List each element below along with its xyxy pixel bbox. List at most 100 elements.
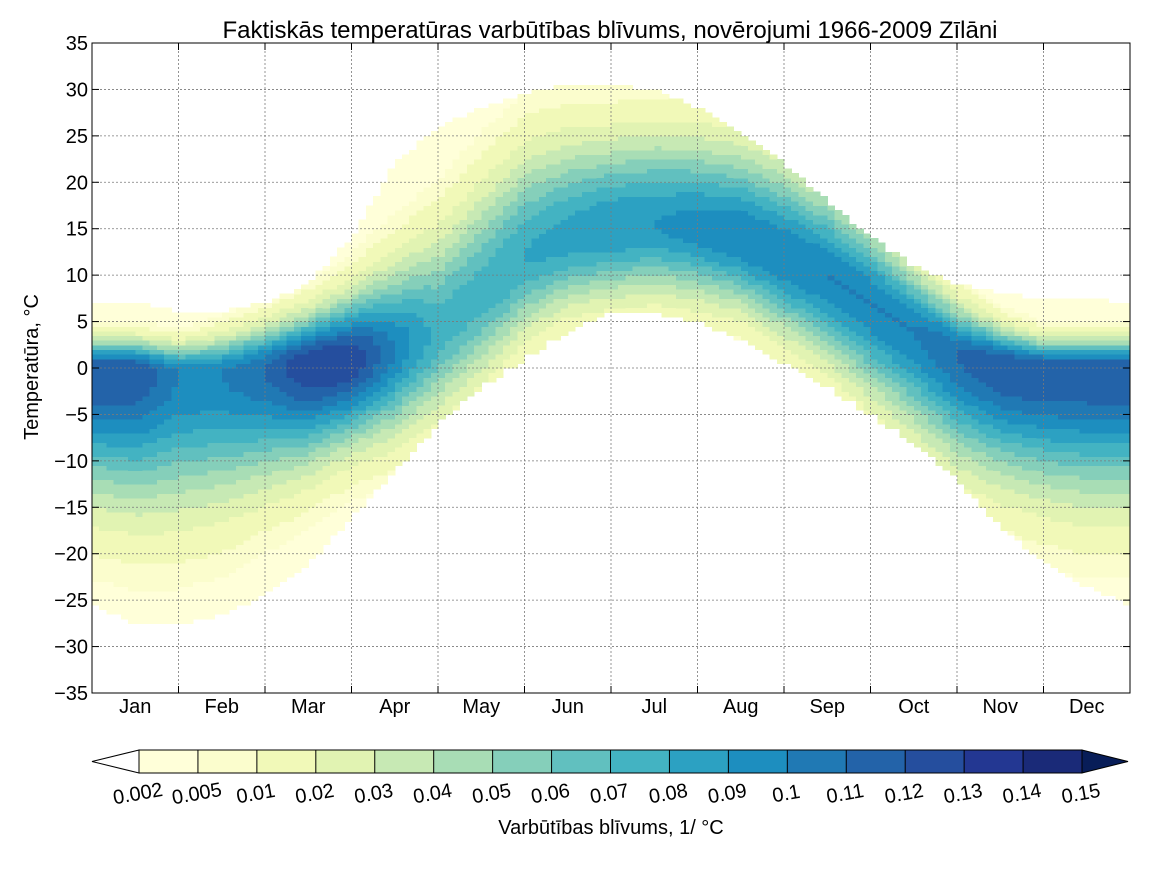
- density-cell: [949, 451, 958, 467]
- density-cell: [1101, 525, 1109, 555]
- density-cell: [315, 303, 324, 309]
- density-cell: [668, 98, 677, 123]
- density-cell: [279, 544, 288, 583]
- density-cell: [373, 442, 381, 457]
- density-cell: [120, 335, 129, 341]
- density-cell: [113, 321, 122, 327]
- density-cell: [560, 256, 569, 272]
- density-cell: [1043, 414, 1052, 429]
- density-cell: [668, 238, 677, 253]
- density-cell: [517, 330, 526, 346]
- density-cell: [265, 326, 273, 332]
- density-cell: [582, 275, 590, 286]
- density-cell: [301, 465, 309, 476]
- density-cell: [293, 400, 302, 411]
- density-cell: [164, 465, 172, 481]
- density-cell: [856, 344, 864, 355]
- density-cell: [459, 247, 468, 267]
- density-cell: [257, 307, 266, 318]
- density-cell: [164, 363, 172, 369]
- density-cell: [228, 344, 237, 351]
- density-cell: [704, 140, 713, 151]
- density-cell: [1036, 470, 1045, 485]
- density-cell: [120, 586, 129, 620]
- density-cell: [719, 186, 727, 197]
- density-cell: [538, 261, 547, 276]
- density-cell: [863, 303, 872, 327]
- density-cell: [812, 326, 821, 337]
- density-cell: [993, 307, 1001, 318]
- density-cell: [747, 214, 756, 267]
- density-cell: [322, 405, 331, 416]
- y-tick-label: 20: [66, 172, 88, 194]
- density-cell: [690, 182, 699, 193]
- colorbar-tick-label: 0.09: [706, 780, 748, 808]
- density-cell: [589, 298, 598, 313]
- density-cell: [1014, 395, 1023, 411]
- density-cell: [459, 233, 468, 248]
- density-cell: [329, 433, 338, 443]
- density-cell: [625, 182, 634, 197]
- density-cell: [185, 530, 194, 559]
- density-cell: [337, 391, 345, 402]
- density-cell: [1007, 293, 1016, 309]
- density-cell: [704, 121, 713, 142]
- density-cell: [120, 344, 129, 351]
- density-cell: [488, 238, 497, 258]
- density-cell: [265, 428, 273, 439]
- density-cell: [848, 289, 857, 295]
- density-cell: [618, 121, 627, 137]
- density-cell: [416, 140, 425, 193]
- density-cell: [510, 289, 518, 304]
- density-cell: [603, 298, 612, 309]
- density-cell: [329, 419, 338, 429]
- density-cell: [228, 442, 237, 457]
- density-cell: [430, 131, 439, 183]
- density-cell: [1065, 419, 1073, 429]
- density-cell: [978, 326, 987, 332]
- density-cell: [531, 154, 540, 169]
- density-cell: [373, 391, 381, 402]
- density-cell: [430, 256, 439, 272]
- density-cell: [1108, 442, 1117, 457]
- density-cell: [560, 289, 569, 299]
- density-cell: [178, 363, 187, 416]
- density-cell: [92, 507, 100, 527]
- density-cell: [920, 442, 929, 453]
- density-cell: [1029, 498, 1037, 513]
- density-cell: [1021, 354, 1030, 360]
- density-cell: [596, 154, 605, 165]
- density-cell: [192, 474, 201, 490]
- density-cell: [1007, 451, 1016, 467]
- density-cell: [935, 405, 944, 416]
- density-cell: [654, 89, 663, 100]
- y-tick-label: 25: [66, 126, 88, 148]
- density-cell: [286, 446, 295, 457]
- density-cell: [200, 446, 208, 462]
- density-cell: [394, 405, 403, 416]
- density-cell: [207, 428, 216, 443]
- density-cell: [971, 405, 980, 420]
- density-cell: [1101, 330, 1109, 337]
- density-cell: [488, 358, 497, 374]
- density-cell: [445, 275, 454, 299]
- density-cell: [668, 284, 677, 295]
- density-cell: [401, 405, 410, 420]
- density-cell: [971, 335, 980, 341]
- density-cell: [286, 307, 295, 313]
- density-cell: [740, 279, 749, 290]
- density-cell: [697, 159, 706, 174]
- density-cell: [185, 354, 194, 360]
- density-cell: [863, 298, 872, 304]
- density-cell: [1014, 507, 1023, 536]
- density-cell: [993, 316, 1001, 323]
- density-cell: [906, 428, 915, 443]
- density-cell: [733, 335, 742, 341]
- density-cell: [690, 173, 699, 183]
- density-cell: [928, 423, 936, 434]
- density-cell: [92, 479, 100, 494]
- density-cell: [661, 168, 670, 183]
- density-cell: [1007, 474, 1016, 490]
- density-cell: [719, 289, 727, 299]
- colorbar-over-arrow: [1081, 749, 1129, 774]
